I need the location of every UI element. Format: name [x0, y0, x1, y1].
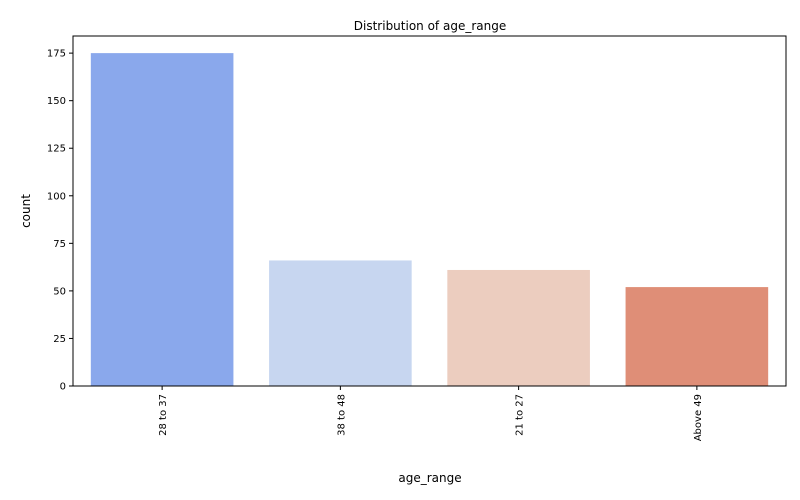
y-tick-label: 50: [53, 286, 66, 297]
x-axis: 28 to 37 38 to 48 21 to 27 Above 49: [158, 386, 704, 441]
y-tick-label: 125: [47, 144, 66, 155]
plot-frame: [72, 35, 787, 387]
x-tick-label: 38 to 48: [336, 394, 347, 436]
bars-group: [90, 53, 769, 386]
y-tick-label: 100: [47, 191, 66, 202]
y-axis-label: count: [19, 194, 33, 228]
bar-above-49: [625, 287, 769, 386]
x-tick-label: 21 to 27: [515, 394, 526, 436]
x-tick-label: 28 to 37: [158, 394, 169, 436]
y-tick-label: 0: [60, 382, 66, 393]
y-tick-label: 25: [53, 334, 66, 345]
bar-21-to-27: [447, 269, 590, 386]
x-axis-label: age_range: [398, 471, 461, 485]
y-tick-label: 150: [47, 96, 66, 107]
chart-title: Distribution of age_range: [354, 19, 506, 33]
x-tick-label: Above 49: [693, 394, 704, 441]
y-tick-label: 175: [47, 49, 66, 60]
y-axis: 0 25 50 75 100 125 150 175: [47, 49, 73, 393]
y-tick-label: 75: [53, 239, 66, 250]
bar-28-to-37: [90, 53, 234, 386]
bar-38-to-48: [269, 260, 412, 386]
